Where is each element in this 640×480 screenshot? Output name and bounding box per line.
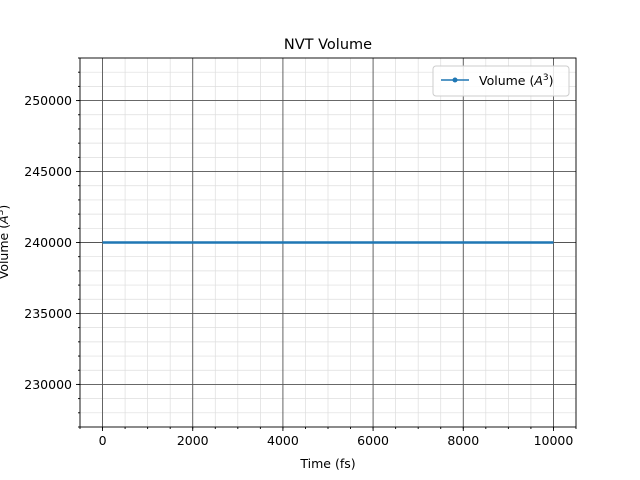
- x-tick-label: 6000: [357, 433, 389, 448]
- x-tick-label: 0: [99, 433, 107, 448]
- y-tick-label: 235000: [24, 306, 72, 321]
- chart-title: NVT Volume: [284, 37, 372, 53]
- legend-marker-swatch: [452, 77, 458, 83]
- x-tick-label: 2000: [177, 433, 209, 448]
- y-tick-label: 230000: [24, 377, 72, 392]
- y-axis-ticks: 230000 235000 240000 245000 250000: [24, 57, 80, 428]
- x-tick-label: 10000: [534, 433, 574, 448]
- legend: Volume (A3): [432, 65, 570, 97]
- legend-box: [432, 65, 570, 97]
- x-axis-ticks: 0 2000 4000 6000 8000 10000: [79, 427, 577, 448]
- y-tick-label: 245000: [24, 164, 72, 179]
- y-axis-label: Volume (A3): [0, 205, 11, 280]
- x-tick-label: 8000: [447, 433, 479, 448]
- y-tick-label: 250000: [24, 93, 72, 108]
- x-tick-label: 4000: [267, 433, 299, 448]
- y-tick-label: 240000: [24, 235, 72, 250]
- legend-entry-label: Volume (A3): [479, 73, 554, 88]
- x-axis-label: Time (fs): [299, 456, 355, 471]
